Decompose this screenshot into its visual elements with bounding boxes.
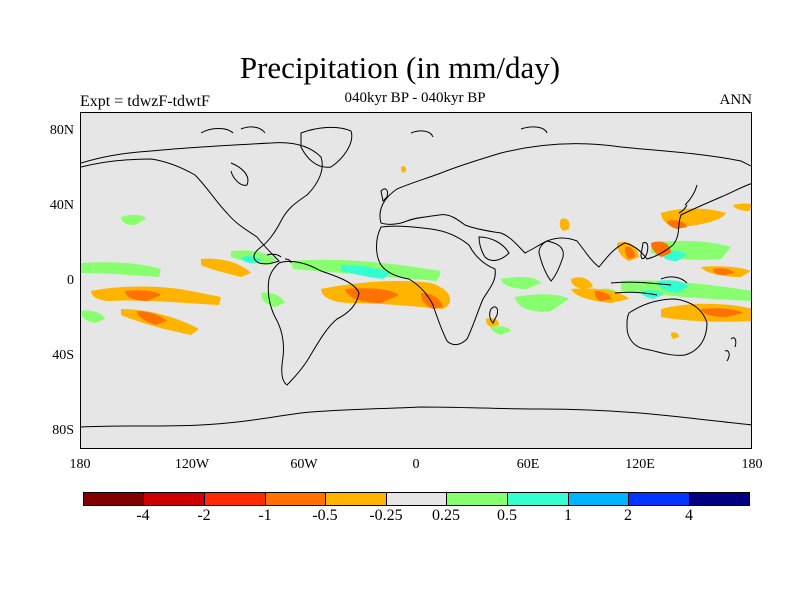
lat-tick-40s: 40S: [52, 348, 74, 363]
anomaly-patch: [81, 262, 161, 277]
coastline-arabia: [478, 236, 510, 261]
plot-subtitle: 040kyr BP - 040kyr BP: [344, 90, 486, 106]
anomaly-patch: [81, 310, 105, 323]
colorbar-label: -0.5: [312, 507, 338, 524]
lon-tick-60e: 60E: [516, 457, 540, 472]
anomaly-patch: [401, 166, 407, 173]
colorbar-label: 0.25: [432, 507, 460, 524]
coastlines: [81, 126, 751, 428]
anomaly-patch: [121, 214, 146, 225]
anomaly-patch: [501, 276, 541, 289]
coastline-arctic-islands: [200, 126, 548, 138]
colorbar-box: [689, 492, 750, 506]
anomaly-patch: [713, 268, 735, 275]
anomaly-patch: [641, 290, 663, 299]
lon-tick-120e: 120E: [625, 457, 655, 472]
coastline-indonesia: [610, 276, 688, 296]
anomaly-patch: [261, 292, 285, 307]
experiment-label: Expt = tdwzF-tdwtF: [80, 93, 210, 110]
coastline-new-zealand: [724, 337, 737, 362]
coastline-australia: [626, 298, 708, 356]
anomaly-patch: [421, 293, 443, 309]
coastline-north-america: [81, 142, 323, 265]
colorbar-label: -4: [136, 507, 150, 524]
coastline-japan: [678, 184, 698, 214]
colorbar-box: [568, 492, 629, 506]
coastline-hudson: [230, 162, 249, 186]
colorbar-label: -0.25: [369, 507, 403, 524]
anomaly-patch: [491, 326, 511, 335]
anomaly-patch: [341, 265, 391, 279]
anomaly-patch: [595, 291, 611, 301]
coastline-europe-asia: [379, 143, 751, 268]
anomaly-patch: [733, 203, 751, 211]
anomaly-patch: [657, 280, 689, 293]
colorbar-box: [628, 492, 690, 506]
season-label: ANN: [719, 92, 753, 108]
colorbar-box: [386, 492, 447, 506]
lon-tick-60w: 60W: [290, 457, 318, 472]
lat-tick-40n: 40N: [49, 198, 74, 213]
plot-title: Precipitation (in mm/day): [239, 50, 561, 85]
coastline-greenland: [300, 126, 353, 168]
lat-tick-0: 0: [67, 273, 74, 288]
colorbar-box: [446, 492, 508, 506]
anomaly-patch: [559, 218, 570, 231]
lat-tick-80s: 80S: [52, 423, 74, 438]
colorbar-box: [83, 492, 144, 506]
lon-tick-180w: 180: [69, 457, 91, 472]
lon-tick-180e: 180: [741, 457, 763, 472]
colorbar-box: [507, 492, 569, 506]
coastline-british-isles: [380, 188, 388, 203]
colorbar-label: 0.5: [497, 507, 517, 524]
lon-tick-120w: 120W: [174, 457, 210, 472]
coastline-caribbean: [266, 253, 292, 264]
anomaly-patch: [651, 241, 671, 257]
anomaly-patch: [667, 220, 687, 229]
lon-tick-0: 0: [412, 457, 420, 472]
map-panel: [80, 112, 752, 449]
colorbar-label: -2: [197, 507, 211, 524]
lat-tick-80n: 80N: [49, 123, 74, 138]
anomaly-patch: [701, 308, 743, 317]
anomaly-patch: [201, 258, 251, 277]
anomaly-patch: [621, 280, 751, 301]
anomaly-fields: [81, 166, 751, 339]
colorbar-label: 1: [564, 507, 572, 524]
colorbar-label: -1: [258, 507, 272, 524]
coastline-madagascar: [489, 306, 498, 324]
coastline-africa: [376, 225, 496, 346]
coastline-philippines: [640, 242, 649, 260]
anomaly-patch: [671, 332, 679, 339]
coastline-antarctica: [81, 406, 751, 428]
coastline-india: [538, 240, 564, 282]
colorbar-box: [204, 492, 266, 506]
precip-anomaly-map: [81, 126, 751, 428]
anomaly-patch: [515, 294, 569, 312]
colorbar-label: 4: [685, 507, 693, 524]
anomaly-patch: [625, 246, 635, 259]
colorbar-box: [265, 492, 326, 506]
colorbar-box: [325, 492, 387, 506]
anomaly-patch: [571, 277, 593, 289]
anomaly-patch: [125, 290, 161, 301]
colorbar-label: 2: [624, 507, 632, 524]
colorbar-box: [143, 492, 205, 506]
anomaly-patch: [137, 311, 167, 325]
coastline-south-america: [267, 260, 360, 386]
